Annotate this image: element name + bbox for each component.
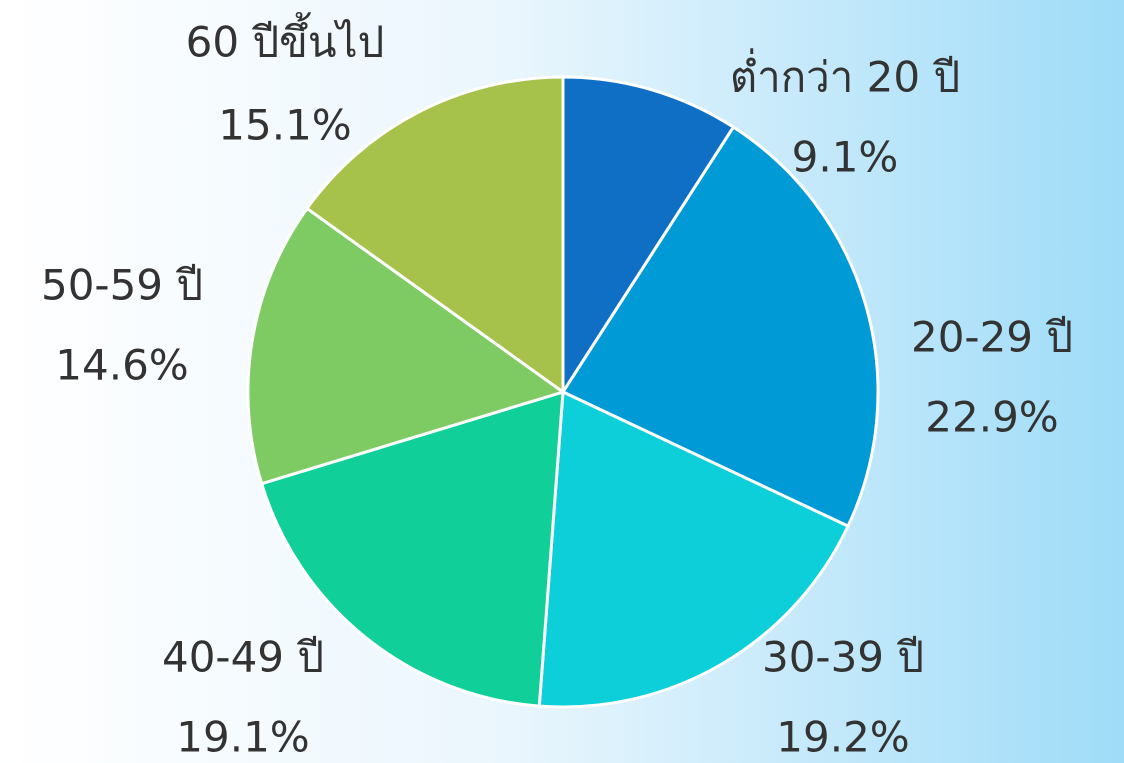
slice-label: 40-49 ปี	[162, 633, 324, 682]
pie-slice	[537, 389, 851, 709]
value-label: 19.2%	[776, 713, 909, 762]
slice-label: 50-59 ปี	[41, 261, 203, 310]
pie-slice	[561, 75, 736, 398]
pie-slice	[304, 75, 565, 395]
pie-slice	[259, 389, 565, 708]
value-label: 15.1%	[218, 101, 351, 150]
value-label: 19.1%	[176, 713, 309, 762]
pie-slice	[560, 125, 880, 529]
pie-slice	[246, 206, 567, 486]
slice-label: 60 ปีขึ้นไป	[186, 12, 385, 67]
slice-label: 30-39 ปี	[762, 633, 924, 682]
slice-label: 20-29 ปี	[911, 313, 1073, 362]
value-label: 22.9%	[925, 393, 1058, 442]
slice-label: ต่ำกว่า 20 ปี	[730, 49, 960, 102]
value-label: 9.1%	[792, 133, 899, 182]
value-label: 14.6%	[55, 341, 188, 390]
